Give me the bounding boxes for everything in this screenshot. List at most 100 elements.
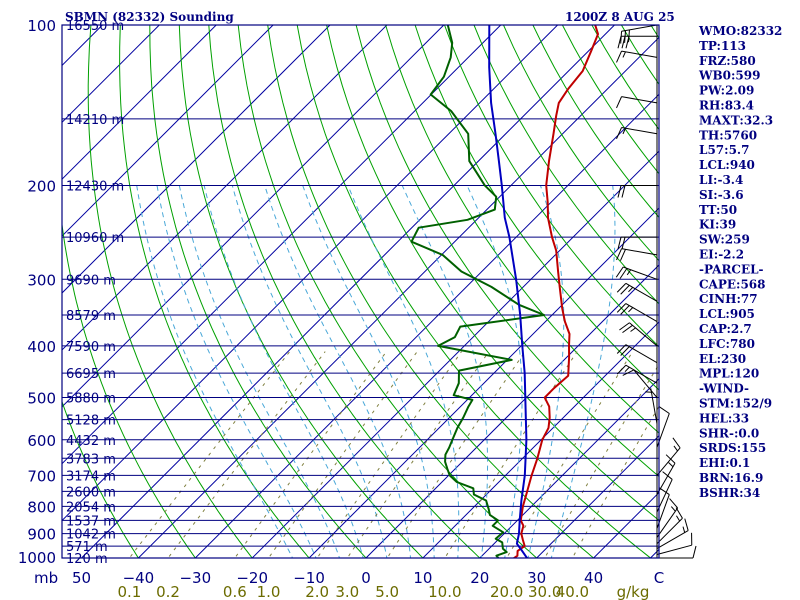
dry-adiabat xyxy=(503,25,659,262)
temperature-trace xyxy=(512,25,599,558)
isotherm xyxy=(138,36,659,558)
wind-barb xyxy=(617,236,657,250)
isotherm xyxy=(479,378,659,558)
pressure-tick-label: 600 xyxy=(27,432,56,450)
mixing-ratio-tick-label: 30.0 xyxy=(528,583,561,600)
temperature-tick-label: 0 xyxy=(361,569,371,587)
moist-adiabat xyxy=(347,185,460,558)
mixing-ratio-line xyxy=(167,351,326,558)
isotherm xyxy=(62,25,445,408)
isotherm xyxy=(62,25,331,294)
dry-adiabat xyxy=(355,25,659,478)
wind-barb xyxy=(656,498,679,538)
sounding-index: SRDS:155 xyxy=(699,441,766,455)
dry-adiabat xyxy=(296,25,652,558)
height-label: 2600 m xyxy=(66,485,116,500)
sounding-traces xyxy=(410,25,599,558)
height-label: 1537 m xyxy=(66,514,116,529)
mixing-ratio-tick-label: 5.0 xyxy=(375,583,399,600)
isotherm xyxy=(62,25,217,180)
temperature-tick-label: −10 xyxy=(293,569,325,587)
wind-barb xyxy=(620,24,658,44)
wind-barb xyxy=(656,532,693,555)
height-label: 14210 m xyxy=(66,113,124,128)
sounding-index: BRN:16.9 xyxy=(699,471,763,485)
sounding-index: L57:5.7 xyxy=(699,143,749,157)
sounding-index: WMO:82332 xyxy=(698,24,782,38)
height-label: 8579 m xyxy=(66,309,116,324)
moist-adiabat xyxy=(203,185,364,558)
sounding-index: WB0:599 xyxy=(698,69,760,83)
dry-adiabat xyxy=(414,25,659,391)
dry-adiabat xyxy=(87,25,253,558)
height-label: 5880 m xyxy=(66,392,116,407)
sounding-index: SW:259 xyxy=(699,233,750,247)
sounding-index: LFC:780 xyxy=(699,337,755,351)
mixing-ratio-line xyxy=(571,405,659,558)
mixing-ratio-unit-label: g/kg xyxy=(617,583,650,600)
mixing-ratio-line xyxy=(544,363,659,558)
moist-adiabat xyxy=(466,185,523,558)
height-label: 120 m xyxy=(66,552,108,567)
moist-adiabat xyxy=(156,185,317,558)
wind-barb xyxy=(617,184,657,198)
isotherm xyxy=(251,150,659,558)
mixing-ratio-tick-label: 0.2 xyxy=(156,583,180,600)
sounding-index: EHI:0.1 xyxy=(699,456,750,470)
wind-barb xyxy=(657,545,697,559)
plot-frame xyxy=(61,24,660,559)
isotherm xyxy=(62,25,558,522)
isotherm xyxy=(62,25,388,351)
pressure-tick-label: 100 xyxy=(27,17,56,35)
mixing-ratio-tick-label: 0.1 xyxy=(118,583,142,600)
pressure-tick-label: 700 xyxy=(27,467,56,485)
height-label: 2054 m xyxy=(66,500,116,515)
dry-adiabat xyxy=(326,25,659,522)
isotherm xyxy=(308,207,659,558)
sounding-index: CINH:77 xyxy=(699,292,758,306)
dry-adiabat xyxy=(267,25,595,558)
dry-adiabat xyxy=(149,25,367,558)
wind-barb xyxy=(616,248,658,261)
sounding-index: FRZ:580 xyxy=(699,54,756,68)
sounding-index: CAPE:568 xyxy=(699,277,766,291)
sounding-index: MPL:120 xyxy=(699,367,759,381)
height-label: 1042 m xyxy=(66,528,116,543)
isotherm xyxy=(62,25,274,237)
moist-adiabat xyxy=(264,185,412,558)
sounding-index: HEL:33 xyxy=(699,411,749,425)
height-label: 16550 m xyxy=(66,19,124,34)
dry-adiabat xyxy=(473,25,659,305)
wind-barb xyxy=(656,518,689,549)
height-label: 4432 m xyxy=(66,434,116,449)
pressure-tick-label: 200 xyxy=(27,177,56,195)
temperature-unit-label: C xyxy=(654,569,664,587)
isotherm xyxy=(536,434,659,558)
pressure-tick-label: 1000 xyxy=(18,549,56,567)
pressure-unit-label: mb xyxy=(34,569,58,587)
height-label: 6695 m xyxy=(66,367,116,382)
temperature-tick-label: 50 xyxy=(72,569,91,587)
moist-adiabat xyxy=(302,185,435,558)
sounding-index: TP:113 xyxy=(699,39,746,53)
dry-adiabat xyxy=(178,25,424,558)
isotherm xyxy=(62,25,160,124)
sounding-index: EI:-2.2 xyxy=(699,248,744,262)
wind-barb xyxy=(616,50,658,63)
sounding-indices-panel: WMO:82332TP:113FRZ:580WB0:599PW:2.09RH:8… xyxy=(698,24,782,500)
mixing-ratio-tick-label: 2.0 xyxy=(305,583,329,600)
height-label: 571 m xyxy=(66,540,108,555)
temperature-tick-label: 10 xyxy=(413,569,432,587)
wind-barb xyxy=(619,322,658,347)
dry-adiabat xyxy=(208,25,481,558)
height-label: 7590 m xyxy=(66,340,116,355)
mixing-ratio-line xyxy=(128,351,291,558)
mixing-ratio-tick-label: 40.0 xyxy=(556,583,589,600)
temperature-tick-label: 30 xyxy=(527,569,546,587)
wind-barb xyxy=(616,127,658,140)
sounding-time: 1200Z 8 AUG 25 xyxy=(565,10,675,24)
wind-barb xyxy=(616,303,658,322)
skew-t-grid xyxy=(62,25,659,558)
mixing-ratio-tick-label: 1.0 xyxy=(257,583,281,600)
mixing-ratio-tick-label: 20.0 xyxy=(490,583,523,600)
